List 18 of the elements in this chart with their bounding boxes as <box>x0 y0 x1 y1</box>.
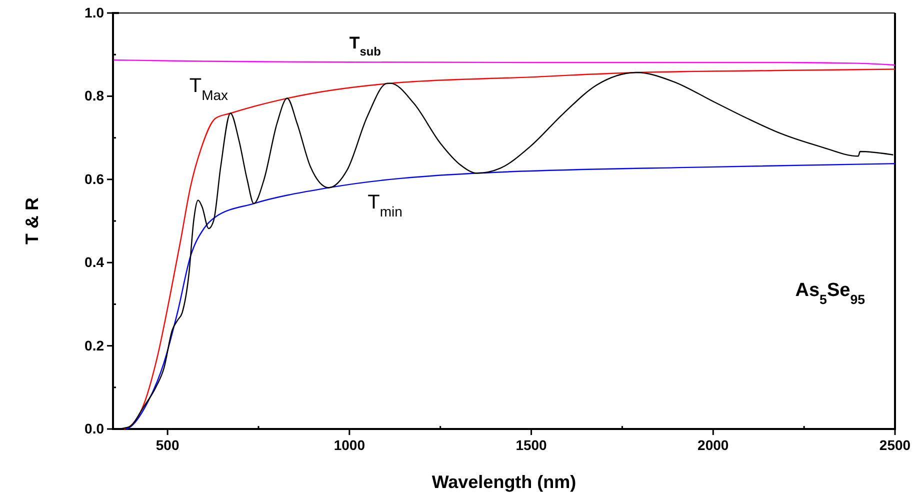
x-tick-label: 500 <box>156 437 180 454</box>
series-label: T$_{sub}$ <box>349 33 381 58</box>
x-axis-title: Wavelength (nm) <box>432 472 576 492</box>
y-tick-label: 0.2 <box>84 337 104 354</box>
y-tick-label: 0.0 <box>84 420 104 436</box>
x-tick-label: 1500 <box>516 437 548 454</box>
y-tick-label: 0.6 <box>84 170 104 187</box>
series-label: T$_{min}$ <box>368 192 402 220</box>
y-tick-label: 0.4 <box>84 254 104 270</box>
y-tick-label: 0.8 <box>84 88 104 104</box>
x-tick-label: 1000 <box>334 437 366 454</box>
x-tick-label: 2000 <box>698 437 729 454</box>
series-label: T$_{Max}$ <box>189 75 228 104</box>
y-tick-label: 1.0 <box>84 4 104 20</box>
x-tick-label: 2500 <box>879 437 911 454</box>
y-axis-title: T & R <box>22 198 42 244</box>
line-series <box>125 162 896 430</box>
annotation: As$_{5}$Se$_{95}$ <box>795 280 866 306</box>
